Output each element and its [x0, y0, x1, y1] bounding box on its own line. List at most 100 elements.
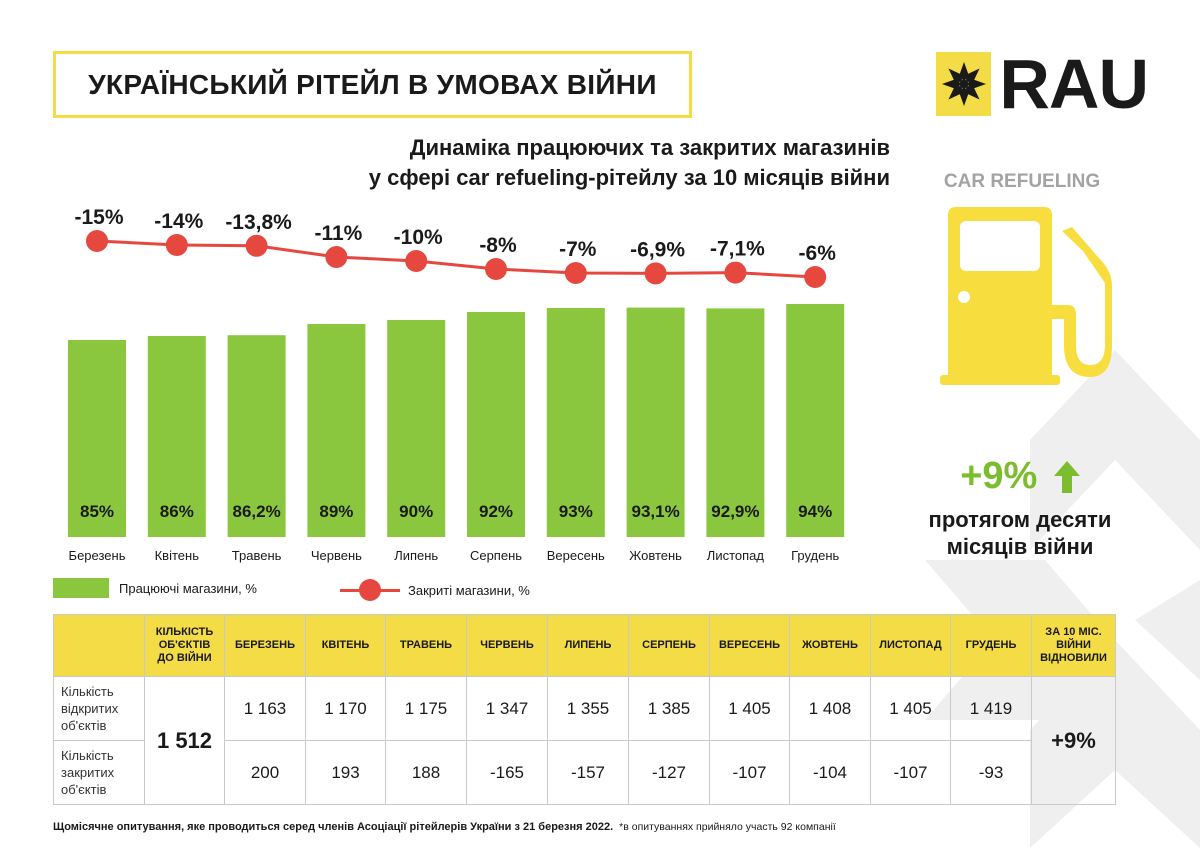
table-cell: 200 — [224, 740, 306, 805]
logo-text: RAU — [999, 45, 1149, 123]
growth-text: протягом десяти місяців війни — [905, 506, 1135, 560]
bar-value-label: 86% — [160, 502, 194, 521]
table-cell: 1 170 — [305, 676, 386, 741]
line-point — [485, 258, 507, 280]
rau-star-logo-icon — [936, 52, 992, 116]
line-point — [405, 250, 428, 272]
bar — [706, 308, 765, 537]
line-value-label: -11% — [314, 222, 362, 245]
x-tick-label: Квітень — [155, 548, 200, 563]
x-tick-label: Червень — [311, 548, 362, 563]
table-header-cell: ВЕРЕСЕНЬ — [709, 614, 790, 677]
subtitle-line-2: у сфері car refueling-рітейлу за 10 міся… — [368, 165, 890, 190]
table-header-cell: ЗА 10 МІС. ВІЙНИ ВІДНОВИЛИ — [1031, 614, 1116, 677]
table-cell: -107 — [870, 740, 951, 805]
line-value-label: -6,9% — [630, 238, 685, 261]
bar — [626, 307, 685, 537]
table-cell: 1 347 — [466, 676, 548, 741]
bar-value-label: 89% — [319, 502, 353, 521]
bar-value-label: 92% — [479, 502, 513, 521]
x-tick-label: Листопад — [707, 548, 765, 563]
legend-bars-label: Працюючі магазини, % — [119, 580, 257, 596]
table-header-cell: БЕРЕЗЕНЬ — [224, 614, 306, 677]
line-point — [245, 234, 268, 257]
line-point — [86, 230, 108, 252]
table-row: Кількість відкритих об'єктів 1 512 1 163… — [53, 676, 1116, 805]
prewar-count-cell: 1 512 — [144, 676, 225, 805]
footnote-note: *в опитуваннях прийняло участь 92 компан… — [619, 821, 836, 833]
table-header-cell: КВІТЕНЬ — [305, 614, 386, 677]
bar — [68, 340, 126, 537]
table-cell: -127 — [628, 740, 710, 805]
table-header-cell: КІЛЬКІСТЬ ОБ'ЄКТІВ ДО ВІЙНИ — [144, 614, 225, 677]
bar — [147, 336, 206, 537]
bar-value-label: 93,1% — [631, 502, 679, 521]
bar — [307, 324, 366, 537]
line-point — [325, 246, 348, 268]
table-header-cell — [53, 614, 145, 677]
fuel-pump-icon — [940, 207, 1112, 385]
line-point — [804, 266, 827, 288]
recovered-cell: +9% — [1031, 676, 1116, 805]
line-value-label: -8% — [479, 234, 517, 257]
combo-chart: 85% Березень 86% Квітень 86,2% Травень 89% Черв… — [68, 206, 845, 563]
line-value-label: -10% — [394, 226, 443, 249]
line-point — [644, 262, 667, 285]
table-row: Кількість закритих об'єктів 200 193 188 … — [53, 740, 1116, 805]
table-cell: 1 405 — [709, 676, 790, 741]
line-point — [165, 234, 188, 256]
table-cell: 188 — [385, 740, 467, 805]
bar — [546, 308, 605, 537]
page-title: УКРАЇНСЬКИЙ РІТЕЙЛ В УМОВАХ ВІЙНИ — [88, 68, 657, 100]
footnote: Щомісячне опитування, яке проводиться се… — [53, 821, 836, 833]
growth-value: +9% — [960, 455, 1038, 497]
line-value-label: -7,1% — [710, 238, 765, 261]
row-label-open: Кількість відкритих об'єктів — [53, 676, 145, 741]
x-tick-label: Липень — [394, 548, 438, 563]
legend-bar-swatch — [53, 578, 109, 598]
table-header-cell: ЧЕРВЕНЬ — [466, 614, 548, 677]
bar-value-label: 85% — [80, 502, 114, 521]
x-tick-label: Жовтень — [629, 548, 682, 563]
legend-line-swatch — [340, 578, 400, 602]
x-tick-label: Грудень — [791, 548, 839, 563]
legend-bars: Працюючі магазини, % — [53, 578, 257, 598]
chart-subtitle: Динаміка працюючих та закритих магазинів… — [250, 133, 890, 193]
line-value-label: -15% — [74, 206, 123, 229]
growth-text-line-2: місяців війни — [946, 534, 1094, 559]
bar-value-label: 93% — [559, 502, 593, 521]
bar — [227, 335, 286, 537]
bar-value-label: 90% — [399, 502, 433, 521]
bar-value-label: 86,2% — [232, 502, 280, 521]
data-table: КІЛЬКІСТЬ ОБ'ЄКТІВ ДО ВІЙНИ БЕРЕЗЕНЬ КВІ… — [53, 614, 1116, 805]
table-cell: -104 — [789, 740, 871, 805]
line-value-label: -7% — [559, 238, 597, 261]
table-cell: 1 355 — [547, 676, 629, 741]
x-tick-label: Травень — [232, 548, 282, 563]
page-title-box: УКРАЇНСЬКИЙ РІТЕЙЛ В УМОВАХ ВІЙНИ — [53, 51, 692, 118]
table-cell: -165 — [466, 740, 548, 805]
x-tick-label: Березень — [69, 548, 126, 563]
table-cell: 1 408 — [789, 676, 871, 741]
bar — [467, 312, 525, 537]
legend-line-label: Закриті магазини, % — [408, 582, 530, 598]
growth-text-line-1: протягом десяти — [928, 507, 1112, 532]
table-cell: 193 — [305, 740, 386, 805]
table-cell: 1 405 — [870, 676, 951, 741]
arrow-up-icon — [1053, 460, 1080, 493]
bar — [387, 320, 446, 537]
subtitle-line-1: Динаміка працюючих та закритих магазинів — [409, 135, 890, 160]
closed-stores-line — [96, 239, 816, 279]
table-header-cell: ЖОВТЕНЬ — [789, 614, 871, 677]
legend-line: Закриті магазини, % — [340, 578, 530, 602]
x-tick-label: Вересень — [547, 548, 605, 563]
bar-value-label: 92,9% — [711, 502, 759, 521]
table-cell: 1 163 — [224, 676, 306, 741]
table-header-cell: ТРАВЕНЬ — [385, 614, 467, 677]
line-value-label: -13,8% — [225, 211, 292, 234]
x-tick-label: Серпень — [470, 548, 522, 563]
rau-logo: RAU — [936, 45, 1149, 123]
table-cell: 1 175 — [385, 676, 467, 741]
table-cell: -93 — [950, 740, 1032, 805]
line-value-label: -6% — [799, 242, 837, 265]
